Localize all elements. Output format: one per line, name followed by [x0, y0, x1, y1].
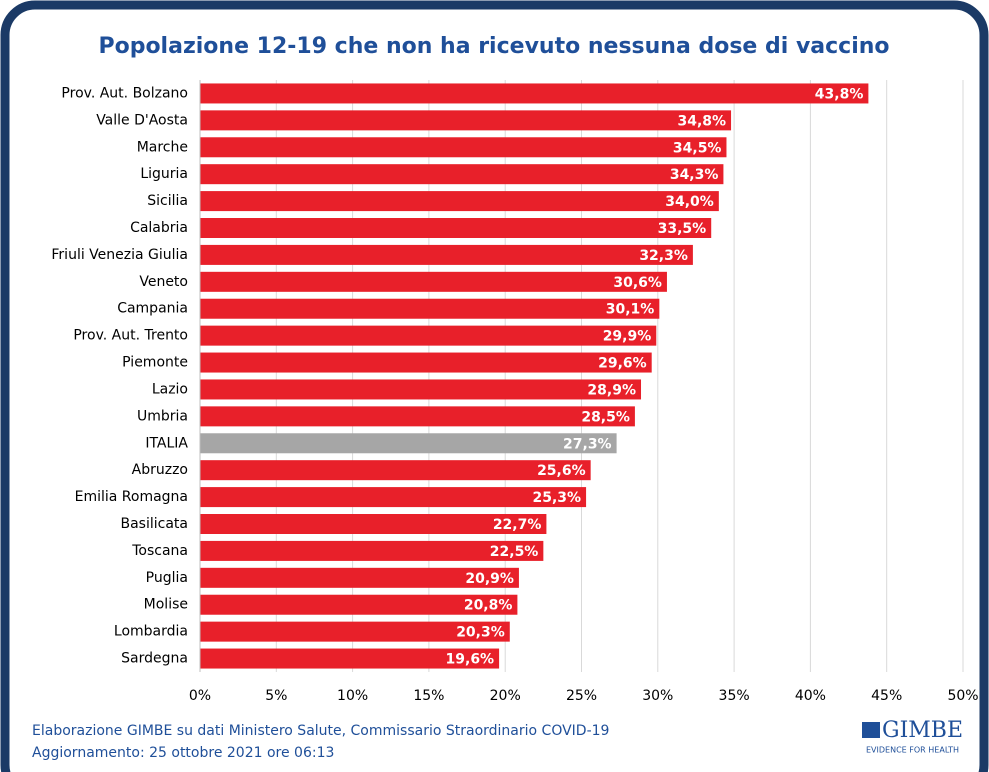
bar [200, 244, 693, 265]
value-label: 20,8% [464, 598, 513, 614]
chart-title: Popolazione 12-19 che non ha ricevuto ne… [98, 34, 889, 59]
y-tick-label: Sardegna [121, 651, 188, 667]
bar [200, 514, 547, 534]
x-tick-label: 40% [795, 688, 826, 704]
value-label: 22,5% [490, 544, 539, 560]
x-tick-label: 5% [265, 688, 287, 704]
bar [200, 325, 657, 346]
y-tick-label: Prov. Aut. Bolzano [61, 85, 188, 101]
bar [200, 567, 519, 588]
x-tick-label: 45% [871, 688, 902, 704]
bar [200, 271, 667, 292]
bar [200, 298, 660, 319]
bar [200, 460, 591, 481]
bar [200, 137, 727, 158]
y-tick-label: Emilia Romagna [75, 489, 188, 505]
value-label: 32,3% [639, 248, 688, 264]
bar [200, 379, 642, 400]
logo-icon [862, 722, 880, 738]
value-label: 20,3% [456, 625, 505, 641]
y-tick-label: Lazio [152, 381, 188, 397]
y-tick-label: Puglia [146, 570, 188, 586]
value-label: 28,5% [581, 409, 630, 425]
y-tick-label: Veneto [139, 274, 188, 290]
y-tick-label: Liguria [140, 166, 188, 182]
source-note: Elaborazione GIMBE su dati Ministero Sal… [32, 723, 609, 739]
bar [200, 406, 635, 427]
y-tick-label: Molise [144, 597, 188, 613]
y-tick-label: Abruzzo [132, 462, 188, 478]
value-label: 25,3% [532, 490, 581, 506]
x-tick-label: 35% [719, 688, 750, 704]
update-note: Aggiornamento: 25 ottobre 2021 ore 06:13 [32, 745, 334, 761]
value-label: 29,9% [603, 329, 652, 345]
x-tick-label: 10% [337, 688, 368, 704]
x-tick-label: 0% [189, 688, 211, 704]
value-label: 34,5% [673, 140, 722, 156]
y-tick-label: Piemonte [122, 355, 188, 371]
value-label: 28,9% [587, 382, 636, 398]
y-tick-label: Friuli Venezia Giulia [51, 247, 188, 263]
y-tick-label: Umbria [137, 408, 188, 424]
bar [200, 352, 652, 373]
bar [200, 487, 587, 508]
plot: 0% 5% 10% 15% 20% 25% 30% 35% 40% 45% 50% Prov. Aut… [51, 80, 979, 704]
value-label: 33,5% [658, 221, 707, 237]
x-tick-label: 25% [566, 688, 597, 704]
logo-name: GIMBE [882, 718, 963, 743]
y-tick-label: Sicilia [147, 193, 188, 209]
value-label: 29,6% [598, 356, 647, 372]
value-label: 43,8% [815, 86, 864, 102]
value-label: 27,3% [563, 436, 612, 452]
bar [200, 433, 617, 454]
bar [200, 594, 518, 615]
y-tick-label: Valle D'Aosta [96, 112, 188, 128]
bar [200, 83, 869, 104]
y-tick-label: Calabria [130, 220, 188, 236]
value-label: 25,6% [537, 463, 586, 479]
bar [200, 164, 724, 185]
x-tick-label: 20% [490, 688, 521, 704]
y-tick-label: Lombardia [114, 624, 188, 640]
x-tick-label: 50% [947, 688, 978, 704]
bar [200, 621, 510, 642]
bar [200, 540, 544, 561]
value-label: 34,0% [665, 194, 714, 210]
y-tick-label: Campania [117, 301, 188, 317]
value-label: 34,8% [677, 113, 726, 129]
y-tick-label: Marche [137, 139, 188, 155]
bar [200, 110, 732, 131]
y-tick-label: Basilicata [121, 516, 189, 532]
bar [200, 218, 712, 238]
value-label: 34,3% [670, 167, 719, 183]
bar [200, 648, 500, 669]
y-tick-label: ITALIA [145, 435, 188, 451]
value-label: 30,6% [613, 275, 662, 291]
bar [200, 191, 719, 212]
x-tick-label: 30% [642, 688, 673, 704]
y-tick-label: Toscana [131, 543, 188, 559]
x-tick-label: 15% [413, 688, 444, 704]
logo-tagline: EVIDENCE FOR HEALTH [866, 746, 959, 755]
value-label: 20,9% [465, 571, 514, 587]
value-label: 30,1% [606, 302, 655, 318]
value-label: 22,7% [493, 517, 542, 533]
value-label: 19,6% [446, 652, 495, 668]
y-tick-label: Prov. Aut. Trento [73, 328, 188, 344]
